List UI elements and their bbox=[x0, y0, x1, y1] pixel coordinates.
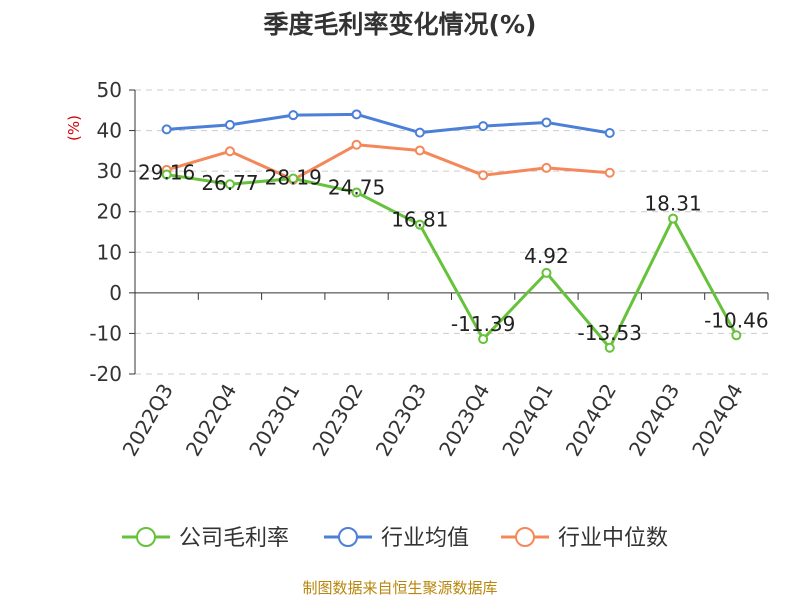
data-label: 16.81 bbox=[391, 208, 448, 232]
x-tick-label: 2023Q1 bbox=[244, 380, 304, 461]
data-point[interactable] bbox=[541, 117, 552, 128]
data-point[interactable] bbox=[224, 146, 235, 157]
data-label: -11.39 bbox=[451, 312, 515, 336]
data-label: 24.75 bbox=[328, 175, 385, 199]
legend-swatch-marker bbox=[515, 527, 535, 547]
legend-item[interactable]: 行业均值 bbox=[324, 526, 469, 551]
data-point[interactable] bbox=[414, 219, 425, 230]
data-point[interactable] bbox=[478, 334, 489, 345]
data-point[interactable] bbox=[478, 121, 489, 132]
chart-title: 季度毛利率变化情况(%) bbox=[264, 10, 537, 39]
x-tick-label: 2023Q3 bbox=[371, 380, 431, 461]
series-line bbox=[166, 173, 738, 350]
data-point[interactable] bbox=[541, 162, 552, 173]
legend-label: 公司毛利率 bbox=[179, 526, 289, 551]
series-line bbox=[166, 143, 610, 182]
source-note: 制图数据来自恒生聚源数据库 bbox=[302, 579, 497, 597]
x-tick-label: 2023Q4 bbox=[434, 380, 494, 461]
data-label: 18.31 bbox=[644, 192, 701, 216]
legend-swatch-marker bbox=[338, 527, 358, 547]
data-point[interactable] bbox=[541, 267, 552, 278]
data-point[interactable] bbox=[224, 119, 235, 130]
data-point[interactable] bbox=[351, 139, 362, 150]
x-tick-label: 2024Q1 bbox=[497, 380, 557, 461]
x-tick-label: 2022Q3 bbox=[118, 380, 178, 461]
legend-swatch-marker bbox=[136, 527, 156, 547]
legend-item[interactable]: 公司毛利率 bbox=[122, 526, 289, 551]
data-point[interactable] bbox=[288, 173, 299, 184]
data-point[interactable] bbox=[224, 179, 235, 190]
data-label: 29.16 bbox=[138, 161, 195, 185]
data-point[interactable] bbox=[288, 110, 299, 121]
x-tick-label: 2022Q4 bbox=[181, 380, 241, 461]
data-point[interactable] bbox=[604, 167, 615, 178]
data-label: -10.46 bbox=[704, 308, 768, 332]
legend-label: 行业均值 bbox=[381, 526, 469, 551]
y-tick-label: 50 bbox=[97, 78, 122, 102]
data-point[interactable] bbox=[478, 170, 489, 181]
data-label: 28.19 bbox=[265, 165, 322, 189]
data-label: -13.53 bbox=[578, 321, 642, 345]
data-point[interactable] bbox=[668, 213, 679, 224]
data-label: 4.92 bbox=[524, 244, 569, 268]
y-tick-label: -20 bbox=[89, 362, 122, 386]
data-point[interactable] bbox=[604, 128, 615, 139]
y-tick-label: 0 bbox=[109, 281, 122, 305]
legend-label: 行业中位数 bbox=[558, 526, 668, 551]
data-point[interactable] bbox=[414, 127, 425, 138]
y-tick-label: -10 bbox=[89, 321, 122, 345]
x-tick-label: 2023Q2 bbox=[307, 380, 367, 461]
y-axis-unit-label: (%) bbox=[65, 115, 83, 141]
legend-item[interactable]: 行业中位数 bbox=[501, 526, 668, 551]
y-tick-label: 20 bbox=[97, 200, 122, 224]
data-point[interactable] bbox=[414, 145, 425, 156]
data-point[interactable] bbox=[161, 169, 172, 180]
x-tick-label: 2024Q2 bbox=[561, 380, 621, 461]
data-point[interactable] bbox=[604, 342, 615, 353]
data-point[interactable] bbox=[351, 187, 362, 198]
data-point[interactable] bbox=[351, 109, 362, 120]
x-tick-label: 2024Q3 bbox=[624, 380, 684, 461]
y-tick-label: 30 bbox=[97, 159, 122, 183]
data-label: 26.77 bbox=[201, 171, 258, 195]
y-tick-label: 40 bbox=[97, 119, 122, 143]
x-tick-label: 2024Q4 bbox=[687, 380, 747, 461]
data-point[interactable] bbox=[161, 124, 172, 135]
series-layer bbox=[161, 109, 742, 353]
legend[interactable]: 公司毛利率 行业均值 行业中位数 bbox=[122, 526, 668, 551]
series-line bbox=[166, 112, 610, 135]
y-tick-label: 10 bbox=[97, 240, 122, 264]
data-point[interactable] bbox=[731, 330, 742, 341]
